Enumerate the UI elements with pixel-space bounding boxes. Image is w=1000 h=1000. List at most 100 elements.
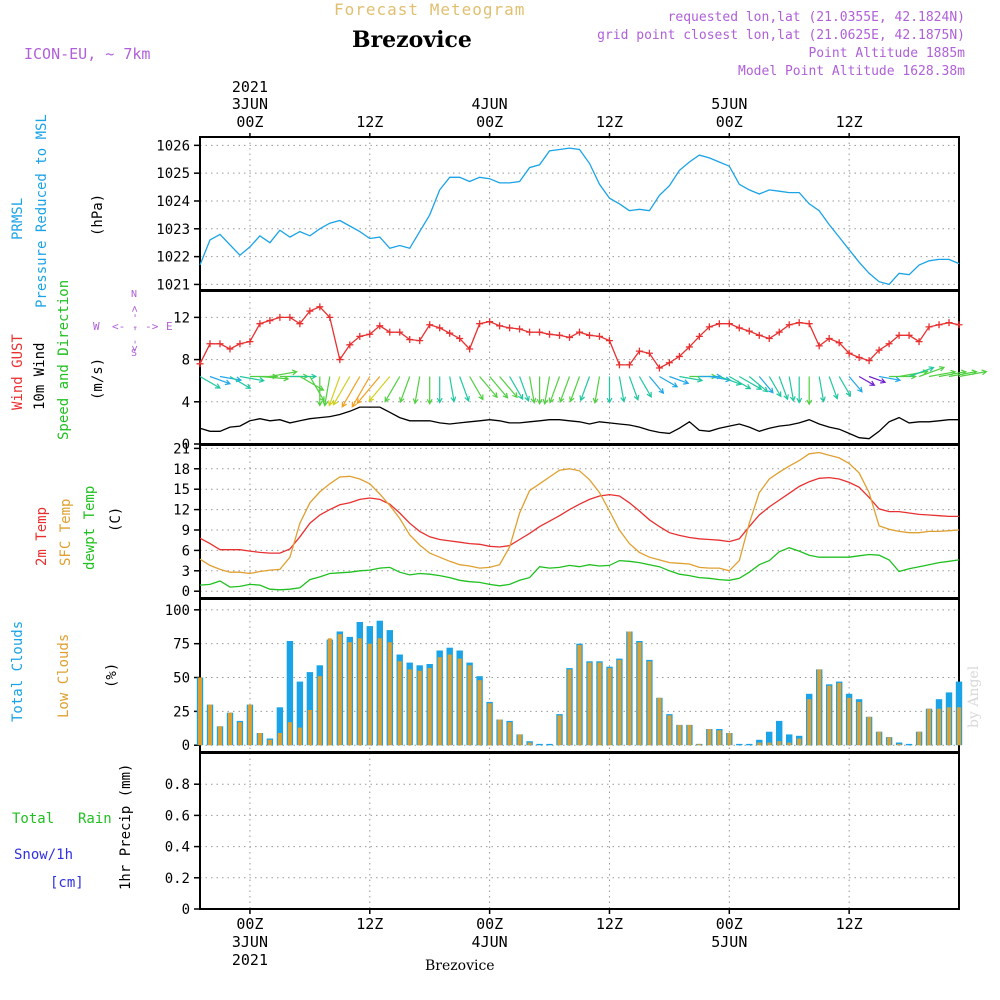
wind-arrow: [828, 376, 839, 400]
gust-marker: [945, 319, 953, 327]
gust-marker: [476, 320, 484, 328]
wind-arrow: [289, 373, 318, 380]
total-cloud-bar: [905, 743, 913, 746]
series-line-sfc-temp: [199, 451, 960, 575]
y-tick-label: 9: [182, 523, 190, 539]
wind-arrow: [316, 376, 323, 407]
low-cloud-bar: [587, 662, 592, 746]
y-tick-label: 4: [182, 395, 190, 411]
gust-marker: [865, 357, 873, 365]
total-cloud-bar: [286, 641, 294, 746]
bottom-hour-label: 12Z: [836, 915, 863, 933]
low-cloud-bar: [757, 742, 762, 746]
low-cloud-bar: [317, 676, 322, 746]
low-cloud-bar: [877, 731, 882, 746]
top-date-label: 4JUN: [472, 95, 508, 113]
wind-arrow: [548, 376, 561, 404]
wind-arrow: [327, 376, 341, 407]
total-cloud-bar: [895, 742, 903, 746]
y-tick-label: 0: [182, 437, 190, 453]
wind-arrow: [459, 376, 470, 403]
low-cloud-bar: [397, 661, 402, 746]
total-cloud-bar: [766, 731, 773, 746]
compass-n: N: [131, 289, 138, 300]
y-tick-label: 0.6: [165, 808, 190, 824]
total-cloud-bar: [536, 743, 543, 746]
series-line-10m-wind: [199, 406, 959, 440]
gust-marker: [885, 340, 893, 348]
wind-arrow: [918, 366, 946, 378]
low-cloud-bar: [867, 716, 872, 746]
gust-marker: [366, 330, 374, 338]
gust-marker: [446, 329, 454, 337]
low-cloud-bar: [927, 708, 931, 746]
point-altitude: Point Altitude 1885m: [808, 46, 965, 61]
y-tick-label: 0: [182, 738, 190, 754]
low-cloud-bar: [667, 715, 672, 746]
wind-arrow: [341, 376, 361, 408]
y-tick-label: 1025: [156, 166, 190, 182]
gust-marker: [585, 331, 593, 339]
wind-arrow: [908, 366, 935, 378]
gust-marker: [426, 321, 434, 329]
low-cloud-bar: [228, 712, 232, 746]
compass-we-arrow: <- - ->: [112, 320, 159, 333]
wind-arrow: [519, 376, 530, 403]
total-cloud-bar: [746, 743, 753, 746]
low-cloud-bar: [837, 682, 842, 746]
gust-marker: [935, 321, 943, 329]
low-cloud-bar: [357, 638, 362, 746]
y-tick-label: 1024: [156, 194, 190, 210]
y-tick-label: 75: [173, 637, 190, 653]
requested-coords: requested lon,lat (21.0355E, 42.1824N): [667, 10, 965, 25]
gust-marker: [835, 339, 843, 347]
low-cloud-bar: [707, 729, 712, 746]
top-hour-label: 00Z: [716, 113, 743, 131]
gust-marker: [765, 334, 773, 342]
bottom-date-label: 5JUN: [711, 933, 747, 951]
low-cloud-bar: [947, 707, 951, 746]
low-cloud-bar: [847, 697, 852, 746]
wind-arrow: [322, 376, 331, 407]
gust-marker: [855, 353, 863, 361]
wind-arrow: [199, 375, 221, 389]
gust-marker: [615, 361, 623, 369]
y-tick-label: 0.8: [165, 777, 190, 793]
low-cloud-bar: [607, 668, 612, 746]
series-line-dewpt-temp: [199, 547, 960, 591]
wind-arrow: [818, 376, 826, 403]
gust-marker: [625, 361, 633, 369]
gust-marker: [276, 313, 284, 321]
gust-marker: [725, 320, 733, 328]
wind-arrow: [368, 376, 391, 402]
gust-marker: [576, 328, 583, 336]
gust-marker: [685, 343, 693, 351]
wind-arrow: [449, 376, 457, 403]
low-cloud-bar: [817, 669, 822, 746]
low-cloud-bar: [377, 638, 382, 746]
low-cloud-bar: [627, 631, 632, 746]
gust-marker: [556, 331, 564, 339]
low-cloud-bar: [218, 726, 222, 746]
low-cloud-bar: [597, 662, 602, 746]
y-tick-label: 50: [173, 671, 190, 687]
panel-frame: [199, 290, 960, 445]
low-cloud-bar: [857, 701, 862, 746]
gust-marker: [605, 337, 613, 345]
y-tick-label: 1026: [156, 138, 190, 154]
gust-marker: [406, 336, 414, 344]
wind-arrow: [351, 376, 371, 408]
wind-arrow: [269, 369, 298, 378]
bottom-date-label: 3JUN: [232, 933, 268, 951]
gust-marker: [955, 321, 963, 329]
low-cloud-bar: [797, 738, 802, 746]
low-cloud-bar: [717, 730, 722, 746]
low-cloud-bar: [577, 645, 582, 746]
gust-marker: [875, 346, 883, 354]
wind-arrow: [638, 376, 652, 398]
gust-marker: [635, 347, 643, 355]
wind-arrow: [729, 375, 752, 390]
low-cloud-bar: [208, 704, 212, 746]
low-cloud-bar: [277, 733, 282, 746]
gust-marker: [925, 323, 933, 331]
